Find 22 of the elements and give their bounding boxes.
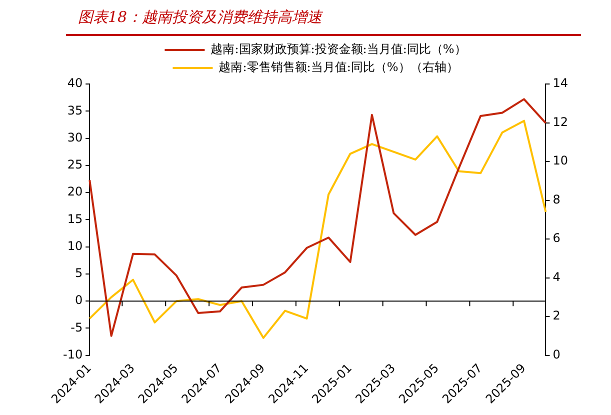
y-tick-label: 20 <box>67 184 83 199</box>
y2-tick-label: 14 <box>552 76 568 90</box>
legend-label: 越南:国家财政预算:投资金额:当月值:同比（%） <box>210 42 466 56</box>
y-tick-label: 35 <box>67 103 83 118</box>
y-tick-label: 5 <box>74 266 83 280</box>
y-tick-label: -10 <box>62 347 83 362</box>
y2-tick-label: 8 <box>552 192 560 206</box>
y-tick-label: 40 <box>67 76 83 90</box>
y-tick-label: 30 <box>67 130 83 144</box>
y2-tick-label: 12 <box>552 114 568 129</box>
y-tick-label: 10 <box>67 238 83 253</box>
y-tick-label: 25 <box>67 158 83 172</box>
y-tick-label: 0 <box>74 293 83 308</box>
y-tick-label: -5 <box>70 320 83 334</box>
y2-tick-label: 4 <box>552 270 560 284</box>
y2-tick-label: 10 <box>552 154 568 168</box>
chart-title: 图表18：越南投资及消费维持高增速 <box>78 8 322 27</box>
y2-tick-label: 2 <box>552 308 560 323</box>
legend-label: 越南:零售销售额:当月值:同比（%）（右轴） <box>218 60 458 74</box>
y-tick-label: 15 <box>67 212 83 226</box>
y2-tick-label: 6 <box>552 231 560 246</box>
y2-tick-label: 0 <box>552 347 560 362</box>
